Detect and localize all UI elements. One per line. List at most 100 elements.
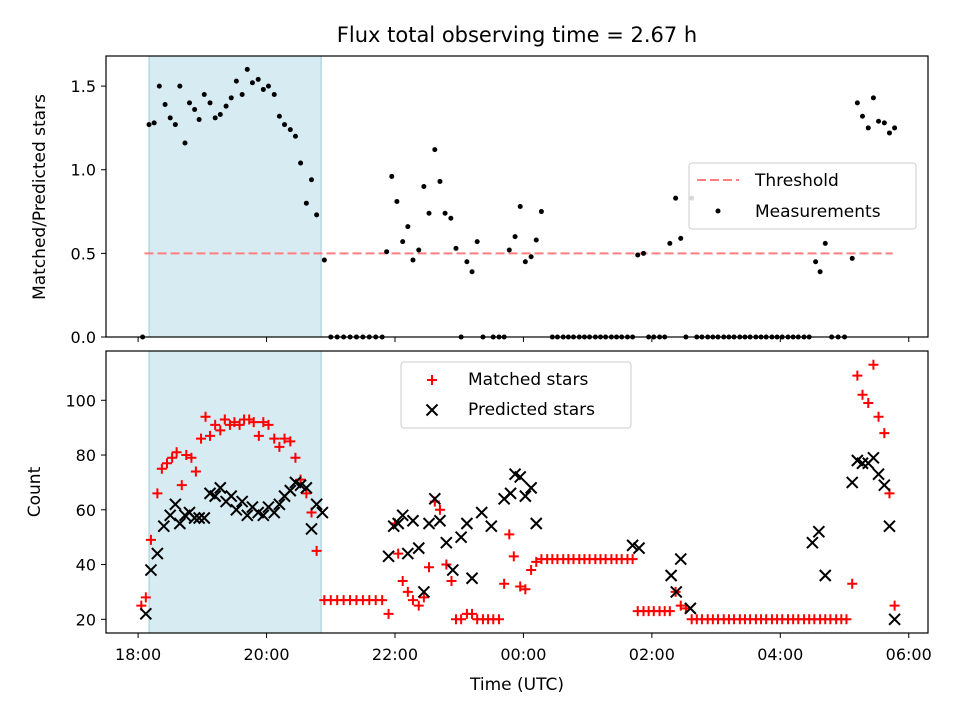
predicted-star-point xyxy=(440,536,453,549)
measurement-point xyxy=(255,76,261,82)
observing-window-span-top xyxy=(148,55,322,338)
predicted-star-point xyxy=(514,470,527,484)
legend-predicted-label: Predicted stars xyxy=(468,400,595,420)
count-legend-box xyxy=(400,361,632,429)
matched-star-point xyxy=(418,592,429,603)
count-y-tick-label: 60 xyxy=(76,501,96,520)
matched-star-point xyxy=(434,504,445,515)
x-tick-label: 02:00 xyxy=(629,645,675,664)
measurement-point xyxy=(287,127,293,133)
legend-matched-marker xyxy=(427,375,437,385)
legend-matched-label: Matched stars xyxy=(468,370,588,390)
predicted-star-point xyxy=(417,585,431,599)
measurement-point xyxy=(512,234,518,240)
measurement-point xyxy=(186,100,192,106)
measurement-point xyxy=(298,160,304,166)
measurement-point xyxy=(223,103,229,109)
matched-star-point xyxy=(504,529,515,540)
predicted-star-point xyxy=(273,498,286,511)
ratio-panel: 0.0 0.5 1.0 1.5 Matched/Predicted stars Thr… xyxy=(30,55,929,347)
matched-star-point xyxy=(377,595,388,606)
predicted-star-point xyxy=(524,481,538,495)
measurement-point xyxy=(865,125,871,131)
measurement-point xyxy=(849,255,855,261)
predicted-star-point xyxy=(151,547,164,560)
predicted-star-point xyxy=(401,547,415,560)
measurement-point xyxy=(228,95,234,101)
legend-measurements-label: Measurements xyxy=(755,202,881,222)
measurement-point xyxy=(635,252,641,258)
matched-star-point xyxy=(526,565,537,576)
matched-star-point xyxy=(397,575,408,586)
matched-star-point xyxy=(140,592,151,603)
predicted-star-point xyxy=(144,563,158,577)
predicted-star-point xyxy=(169,498,182,511)
measurement-point xyxy=(177,83,183,89)
predicted-star-point xyxy=(230,503,243,517)
measurement-point xyxy=(817,269,823,275)
predicted-star-point xyxy=(157,520,171,533)
ratio-axes-frame xyxy=(105,55,929,338)
legend-measurements-swatch xyxy=(715,208,721,214)
count-x-axis: 18:00 20:00 22:00 00:00 02:00 04:00 06:00 xyxy=(115,633,932,664)
predicted-star-point xyxy=(867,451,880,464)
matched-star-point xyxy=(152,488,163,499)
measurement-point xyxy=(207,100,213,106)
predicted-star-point xyxy=(819,569,832,582)
count-panel: 20 40 60 80 100 18:00 20:00 22:00 00:00 02:00 04:… xyxy=(25,350,932,695)
matched-star-point xyxy=(393,548,404,559)
matched-star-point xyxy=(171,447,182,458)
measurement-point xyxy=(892,125,898,131)
predicted-star-point xyxy=(812,525,826,538)
predicted-star-point xyxy=(433,514,447,527)
matched-star-point xyxy=(234,419,245,430)
x-tick-label: 00:00 xyxy=(500,645,546,664)
measurement-point xyxy=(474,239,480,245)
matched-star-point xyxy=(248,417,259,428)
x-tick-label: 22:00 xyxy=(372,645,418,664)
measurement-point xyxy=(303,200,309,206)
predicted-star-point xyxy=(519,489,532,503)
predicted-star-point xyxy=(406,514,420,527)
predicted-star-point xyxy=(396,509,409,522)
matched-star-point xyxy=(863,398,874,409)
ratio-x-ticks xyxy=(137,337,910,342)
matched-star-point xyxy=(852,370,863,381)
matched-star-point xyxy=(515,581,526,592)
predicted-star-point xyxy=(475,506,488,519)
matched-star-point xyxy=(205,430,216,441)
predicted-star-point xyxy=(257,509,270,522)
measurement-point xyxy=(464,259,470,265)
chart-title: Flux total observing time = 2.67 h xyxy=(337,23,697,47)
predicted-star-point xyxy=(235,495,249,508)
predicted-star-point xyxy=(268,506,281,519)
predicted-star-point xyxy=(684,602,697,615)
count-y-axis: 20 40 60 80 100 xyxy=(65,391,106,629)
measurement-point xyxy=(271,91,277,97)
matched-star-point xyxy=(167,452,178,463)
count-y-label: Count xyxy=(25,466,45,517)
matched-star-point xyxy=(285,436,296,447)
matched-star-point xyxy=(215,425,226,436)
measurement-point xyxy=(416,247,422,253)
matched-star-point xyxy=(456,614,467,625)
matched-star-point xyxy=(873,411,884,422)
matched-star-point xyxy=(847,578,858,589)
predicted-star-point xyxy=(454,530,468,544)
predicted-star-point xyxy=(806,536,819,549)
measurement-point xyxy=(673,195,679,201)
measurement-point xyxy=(321,257,327,263)
predicted-star-point xyxy=(446,563,459,577)
ratio-y-tick-label: 1.5 xyxy=(71,77,96,96)
measurement-point xyxy=(506,247,512,253)
count-y-tick-label: 80 xyxy=(76,446,96,465)
measurement-point xyxy=(437,178,443,184)
matched-star-point xyxy=(402,586,413,597)
predicted-star-point xyxy=(888,613,901,626)
matched-star-point xyxy=(263,419,274,430)
predicted-star-point xyxy=(664,569,678,582)
predicted-star-point xyxy=(241,509,254,522)
measurement-point xyxy=(528,254,534,260)
measurement-point xyxy=(282,122,288,128)
matched-star-point xyxy=(664,606,675,617)
